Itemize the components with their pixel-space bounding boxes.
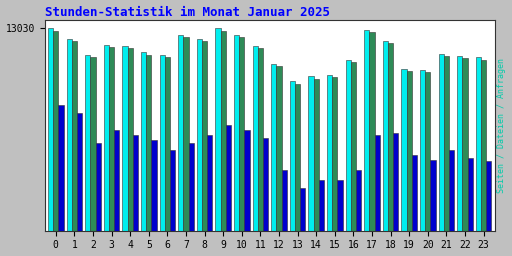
- Bar: [457, 56, 462, 256]
- Bar: [188, 143, 194, 256]
- Bar: [276, 67, 282, 256]
- Bar: [467, 158, 473, 256]
- Bar: [308, 76, 313, 256]
- Bar: [104, 45, 109, 256]
- Bar: [216, 28, 221, 256]
- Bar: [146, 55, 152, 256]
- Bar: [252, 46, 258, 256]
- Bar: [58, 105, 63, 256]
- Bar: [425, 72, 430, 256]
- Bar: [476, 57, 481, 256]
- Bar: [109, 47, 114, 256]
- Bar: [351, 62, 356, 256]
- Bar: [77, 113, 82, 256]
- Bar: [449, 150, 454, 256]
- Bar: [327, 75, 332, 256]
- Bar: [114, 130, 119, 256]
- Bar: [226, 125, 231, 256]
- Bar: [165, 57, 170, 256]
- Bar: [197, 39, 202, 256]
- Bar: [221, 31, 226, 256]
- Bar: [67, 39, 72, 256]
- Bar: [369, 32, 375, 256]
- Bar: [96, 143, 101, 256]
- Bar: [85, 55, 91, 256]
- Bar: [462, 58, 467, 256]
- Y-axis label: Seiten / Dateien / Anfragen: Seiten / Dateien / Anfragen: [498, 58, 506, 193]
- Bar: [430, 161, 436, 256]
- Bar: [412, 155, 417, 256]
- Bar: [420, 70, 425, 256]
- Bar: [160, 55, 165, 256]
- Bar: [72, 41, 77, 256]
- Bar: [300, 188, 305, 256]
- Text: Stunden-Statistik im Monat Januar 2025: Stunden-Statistik im Monat Januar 2025: [45, 6, 330, 18]
- Bar: [401, 69, 407, 256]
- Bar: [234, 35, 239, 256]
- Bar: [48, 28, 53, 256]
- Bar: [53, 31, 58, 256]
- Bar: [207, 135, 212, 256]
- Bar: [356, 170, 361, 256]
- Bar: [127, 48, 133, 256]
- Bar: [481, 60, 486, 256]
- Bar: [183, 37, 188, 256]
- Bar: [337, 180, 343, 256]
- Bar: [133, 135, 138, 256]
- Bar: [91, 57, 96, 256]
- Bar: [178, 35, 183, 256]
- Bar: [244, 130, 249, 256]
- Bar: [393, 133, 398, 256]
- Bar: [313, 79, 319, 256]
- Bar: [282, 170, 287, 256]
- Bar: [346, 60, 351, 256]
- Bar: [271, 64, 276, 256]
- Bar: [141, 52, 146, 256]
- Bar: [364, 30, 369, 256]
- Bar: [263, 138, 268, 256]
- Bar: [438, 54, 444, 256]
- Bar: [170, 150, 175, 256]
- Bar: [375, 135, 380, 256]
- Bar: [332, 77, 337, 256]
- Bar: [388, 43, 393, 256]
- Bar: [295, 83, 300, 256]
- Bar: [486, 161, 492, 256]
- Bar: [152, 140, 157, 256]
- Bar: [290, 81, 295, 256]
- Bar: [202, 41, 207, 256]
- Bar: [383, 41, 388, 256]
- Bar: [444, 56, 449, 256]
- Bar: [122, 46, 127, 256]
- Bar: [239, 37, 244, 256]
- Bar: [258, 48, 263, 256]
- Bar: [319, 180, 324, 256]
- Bar: [407, 71, 412, 256]
